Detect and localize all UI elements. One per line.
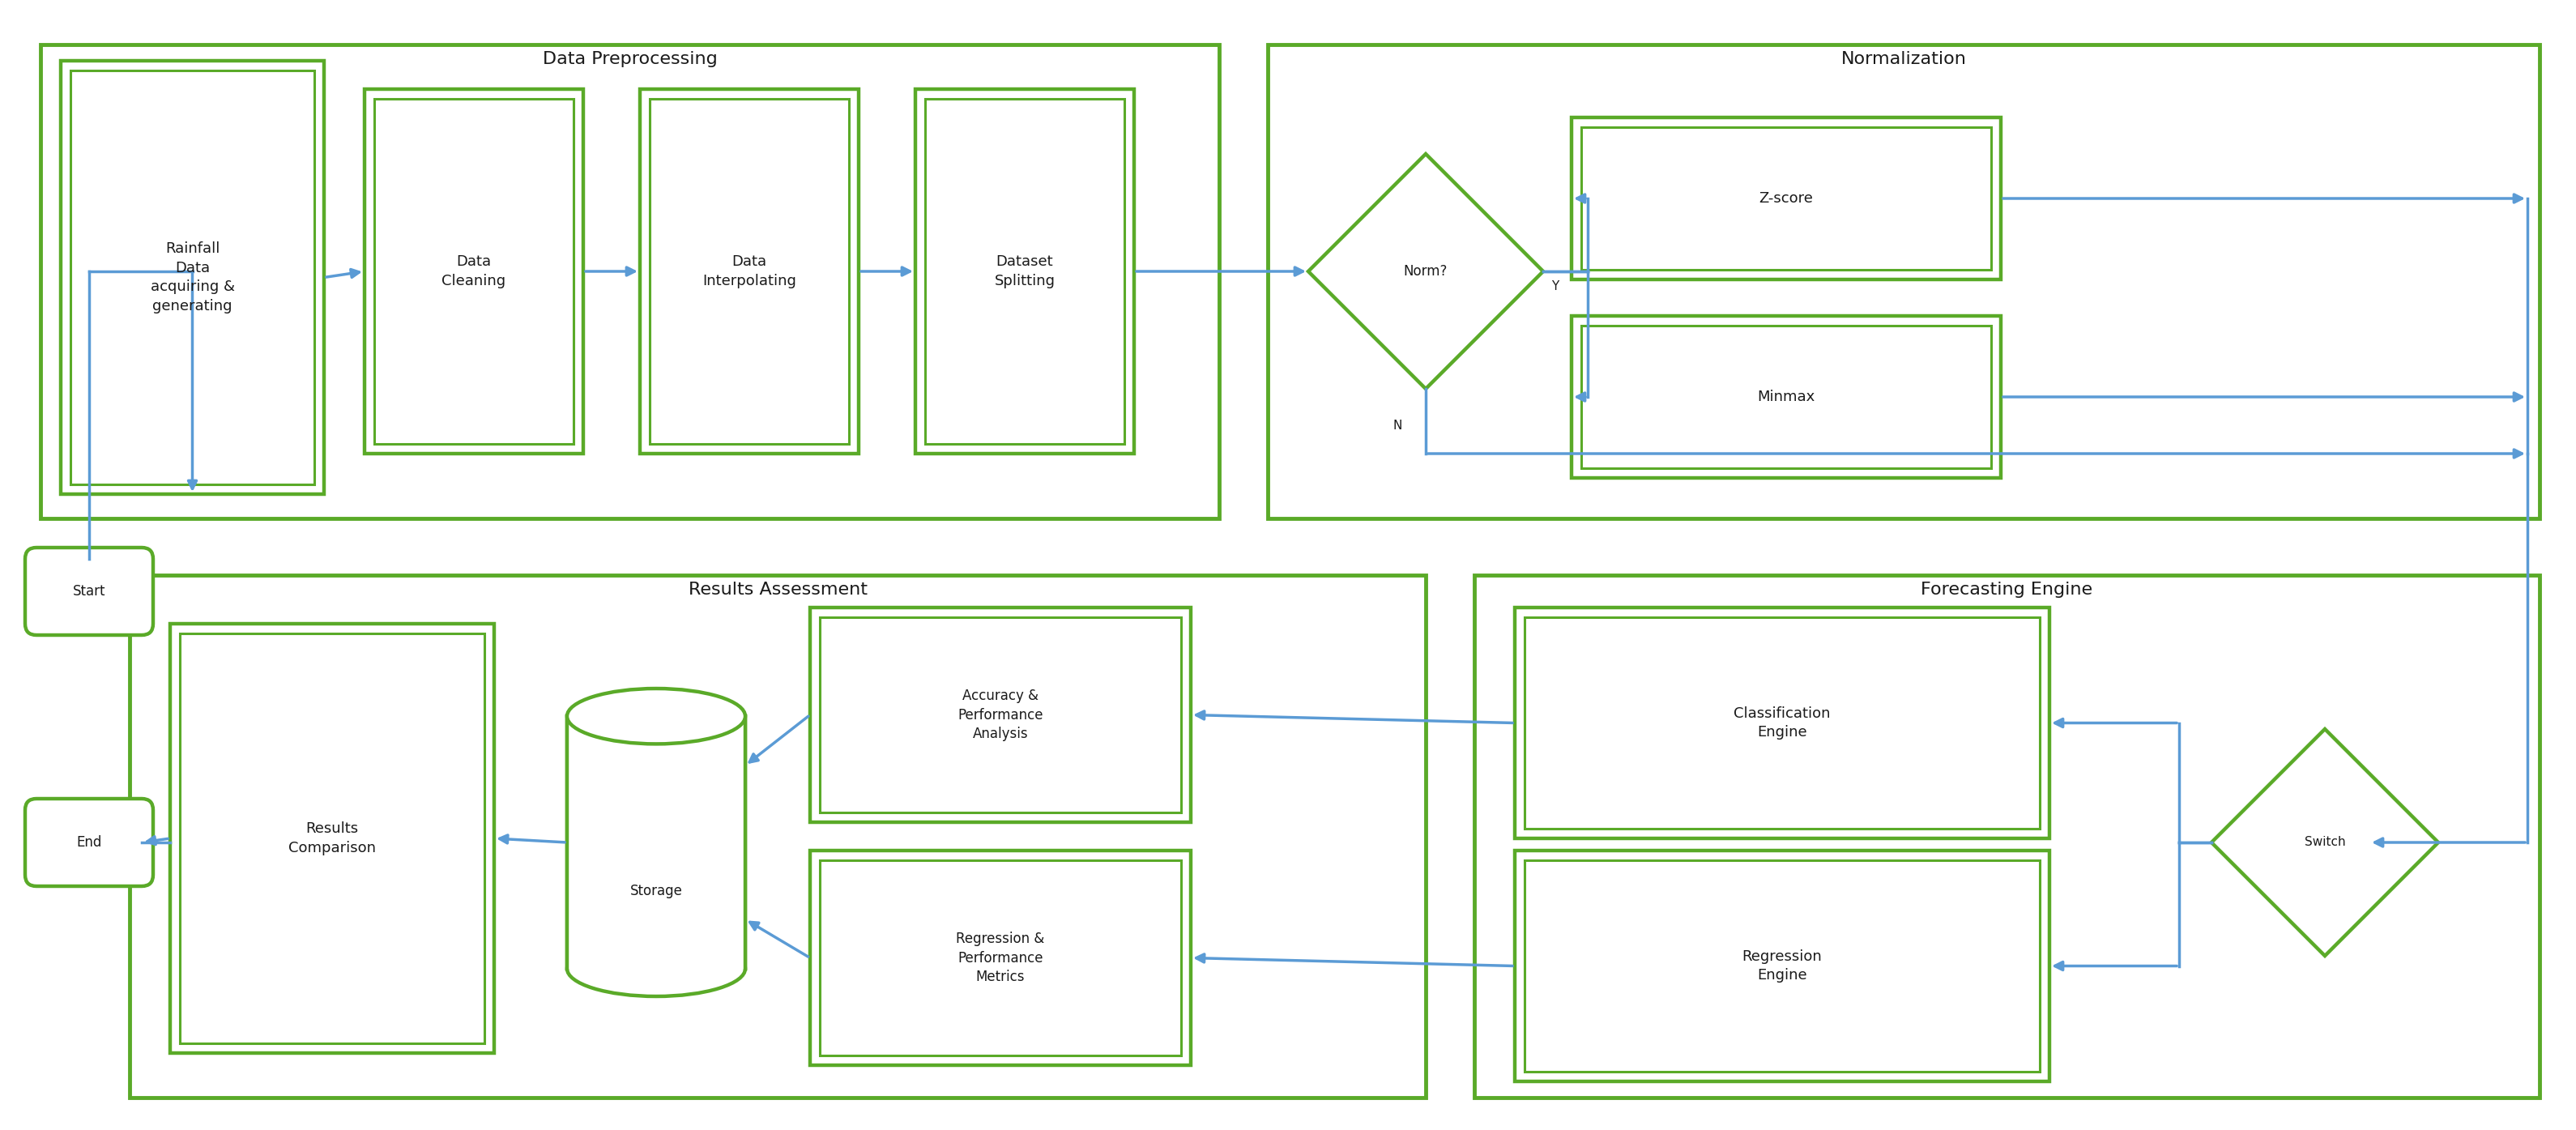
- Bar: [374, 98, 574, 444]
- Bar: [62, 61, 325, 494]
- Text: Data Preprocessing: Data Preprocessing: [544, 51, 716, 67]
- Bar: [1571, 118, 2002, 279]
- Bar: [129, 575, 1425, 1097]
- Text: Results
Comparison: Results Comparison: [289, 822, 376, 855]
- Text: Regression
Engine: Regression Engine: [1741, 949, 1821, 983]
- Bar: [809, 608, 1190, 823]
- Ellipse shape: [567, 941, 744, 997]
- Bar: [41, 44, 1218, 519]
- Text: Y: Y: [1551, 280, 1558, 292]
- Bar: [366, 89, 582, 453]
- Bar: [1582, 325, 1991, 468]
- Bar: [649, 98, 850, 444]
- Bar: [809, 851, 1190, 1066]
- Bar: [1582, 128, 1991, 270]
- Bar: [1515, 851, 2050, 1081]
- Bar: [1525, 617, 2040, 828]
- Bar: [819, 617, 1180, 812]
- Bar: [925, 98, 1123, 444]
- Text: Z-score: Z-score: [1759, 191, 1814, 206]
- Bar: [180, 634, 484, 1043]
- Text: Rainfall
Data
acquiring &
generating: Rainfall Data acquiring & generating: [149, 242, 234, 313]
- Text: Start: Start: [72, 584, 106, 599]
- Bar: [819, 860, 1180, 1055]
- FancyBboxPatch shape: [26, 548, 152, 635]
- Bar: [1525, 860, 2040, 1071]
- Bar: [1515, 608, 2050, 838]
- Bar: [914, 89, 1133, 453]
- Text: Data
Cleaning: Data Cleaning: [443, 254, 505, 288]
- Text: Forecasting Engine: Forecasting Engine: [1922, 582, 2092, 598]
- Text: Storage: Storage: [631, 884, 683, 898]
- Text: Accuracy &
Performance
Analysis: Accuracy & Performance Analysis: [958, 688, 1043, 741]
- Text: N: N: [1394, 419, 1401, 432]
- Text: Classification
Engine: Classification Engine: [1734, 706, 1832, 740]
- Bar: [569, 718, 744, 968]
- Text: Data
Interpolating: Data Interpolating: [703, 254, 796, 288]
- Text: End: End: [77, 835, 103, 850]
- Bar: [639, 89, 858, 453]
- Text: Regression &
Performance
Metrics: Regression & Performance Metrics: [956, 931, 1046, 984]
- Text: Results Assessment: Results Assessment: [688, 582, 868, 598]
- Text: Dataset
Splitting: Dataset Splitting: [994, 254, 1056, 288]
- Bar: [567, 716, 744, 968]
- Text: Normalization: Normalization: [1842, 51, 1965, 67]
- FancyBboxPatch shape: [26, 799, 152, 886]
- Polygon shape: [2210, 729, 2439, 956]
- Text: Norm?: Norm?: [1404, 264, 1448, 279]
- Text: Switch: Switch: [2306, 836, 2344, 849]
- Bar: [1571, 316, 2002, 478]
- Bar: [70, 70, 314, 485]
- Ellipse shape: [567, 688, 744, 744]
- Bar: [1473, 575, 2540, 1097]
- Bar: [1267, 44, 2540, 519]
- Bar: [170, 624, 495, 1053]
- Text: Minmax: Minmax: [1757, 390, 1816, 405]
- Polygon shape: [1309, 154, 1543, 389]
